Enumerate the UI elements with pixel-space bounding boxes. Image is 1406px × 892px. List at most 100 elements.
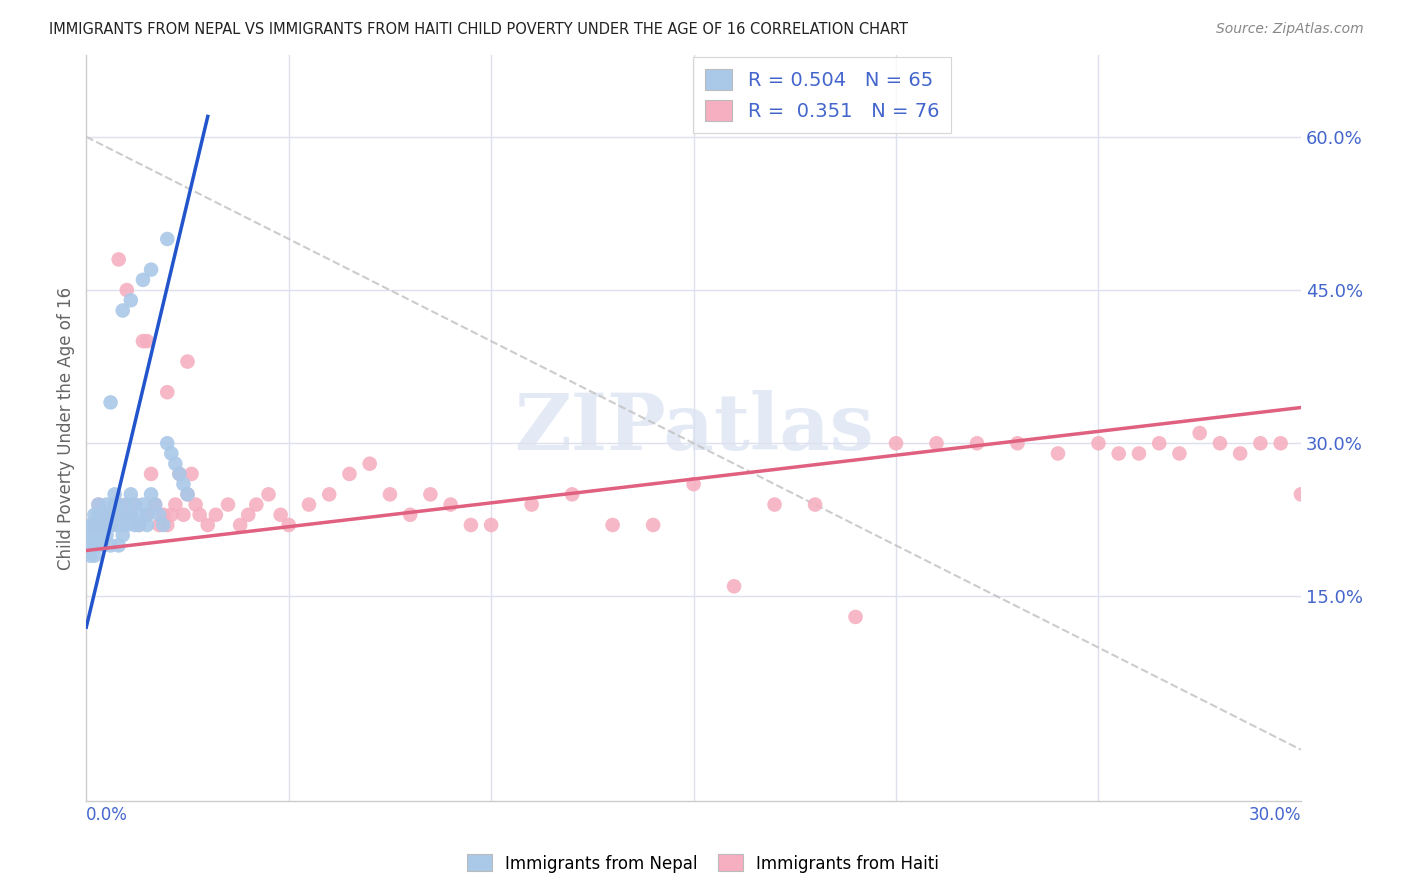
Point: [91, 528, 114, 542]
Point: [966, 436, 988, 450]
Point: [111, 518, 134, 533]
Point: [172, 508, 194, 522]
Point: [87, 538, 110, 552]
Point: [96, 508, 118, 522]
Legend: Immigrants from Nepal, Immigrants from Haiti: Immigrants from Nepal, Immigrants from H…: [460, 847, 946, 880]
Point: [1108, 446, 1130, 460]
Point: [176, 487, 198, 501]
Point: [188, 508, 211, 522]
Point: [79, 518, 101, 533]
Point: [257, 487, 280, 501]
Point: [128, 518, 150, 533]
Point: [124, 498, 146, 512]
Point: [148, 518, 170, 533]
Point: [96, 528, 118, 542]
Y-axis label: Child Poverty Under the Age of 16: Child Poverty Under the Age of 16: [58, 286, 75, 569]
Point: [804, 498, 827, 512]
Point: [87, 508, 110, 522]
Point: [1229, 446, 1251, 460]
Point: [100, 538, 122, 552]
Text: 0.0%: 0.0%: [86, 805, 128, 824]
Point: [128, 518, 150, 533]
Point: [156, 385, 179, 400]
Point: [561, 487, 583, 501]
Point: [136, 508, 159, 522]
Point: [763, 498, 786, 512]
Point: [152, 518, 174, 533]
Point: [132, 334, 155, 348]
Legend: R = 0.504   N = 65, R =  0.351   N = 76: R = 0.504 N = 65, R = 0.351 N = 76: [693, 57, 950, 133]
Point: [359, 457, 381, 471]
Point: [419, 487, 441, 501]
Point: [120, 508, 142, 522]
Point: [107, 252, 129, 267]
Point: [460, 518, 482, 533]
Point: [1209, 436, 1232, 450]
Point: [245, 498, 267, 512]
Point: [169, 467, 191, 481]
Point: [1147, 436, 1170, 450]
Point: [96, 508, 118, 522]
Point: [925, 436, 948, 450]
Point: [139, 487, 162, 501]
Point: [160, 446, 183, 460]
Point: [399, 508, 422, 522]
Point: [682, 477, 704, 491]
Point: [298, 498, 321, 512]
Text: 30.0%: 30.0%: [1249, 805, 1301, 824]
Point: [107, 518, 129, 533]
Point: [1007, 436, 1029, 450]
Point: [156, 232, 179, 246]
Point: [87, 528, 110, 542]
Point: [165, 498, 187, 512]
Point: [96, 518, 118, 533]
Point: [107, 498, 129, 512]
Point: [111, 303, 134, 318]
Point: [83, 538, 105, 552]
Point: [217, 498, 239, 512]
Point: [270, 508, 292, 522]
Point: [83, 518, 105, 533]
Point: [136, 334, 159, 348]
Point: [723, 579, 745, 593]
Point: [378, 487, 401, 501]
Text: ZIPatlas: ZIPatlas: [513, 390, 873, 466]
Point: [143, 498, 166, 512]
Point: [339, 467, 361, 481]
Text: Source: ZipAtlas.com: Source: ZipAtlas.com: [1216, 22, 1364, 37]
Point: [184, 498, 207, 512]
Point: [148, 508, 170, 522]
Point: [91, 538, 114, 552]
Point: [520, 498, 543, 512]
Point: [132, 498, 155, 512]
Point: [115, 508, 138, 522]
Point: [91, 518, 114, 533]
Point: [884, 436, 907, 450]
Point: [115, 283, 138, 297]
Point: [205, 508, 228, 522]
Point: [132, 273, 155, 287]
Point: [100, 518, 122, 533]
Point: [169, 467, 191, 481]
Point: [479, 518, 502, 533]
Point: [1249, 436, 1271, 450]
Point: [128, 508, 150, 522]
Point: [120, 487, 142, 501]
Point: [83, 549, 105, 563]
Point: [87, 498, 110, 512]
Point: [1168, 446, 1191, 460]
Point: [96, 498, 118, 512]
Point: [602, 518, 624, 533]
Point: [83, 508, 105, 522]
Point: [844, 610, 866, 624]
Point: [1087, 436, 1109, 450]
Text: IMMIGRANTS FROM NEPAL VS IMMIGRANTS FROM HAITI CHILD POVERTY UNDER THE AGE OF 16: IMMIGRANTS FROM NEPAL VS IMMIGRANTS FROM…: [49, 22, 908, 37]
Point: [91, 518, 114, 533]
Point: [115, 498, 138, 512]
Point: [100, 508, 122, 522]
Point: [79, 549, 101, 563]
Point: [152, 508, 174, 522]
Point: [104, 518, 127, 533]
Point: [136, 508, 159, 522]
Point: [172, 477, 194, 491]
